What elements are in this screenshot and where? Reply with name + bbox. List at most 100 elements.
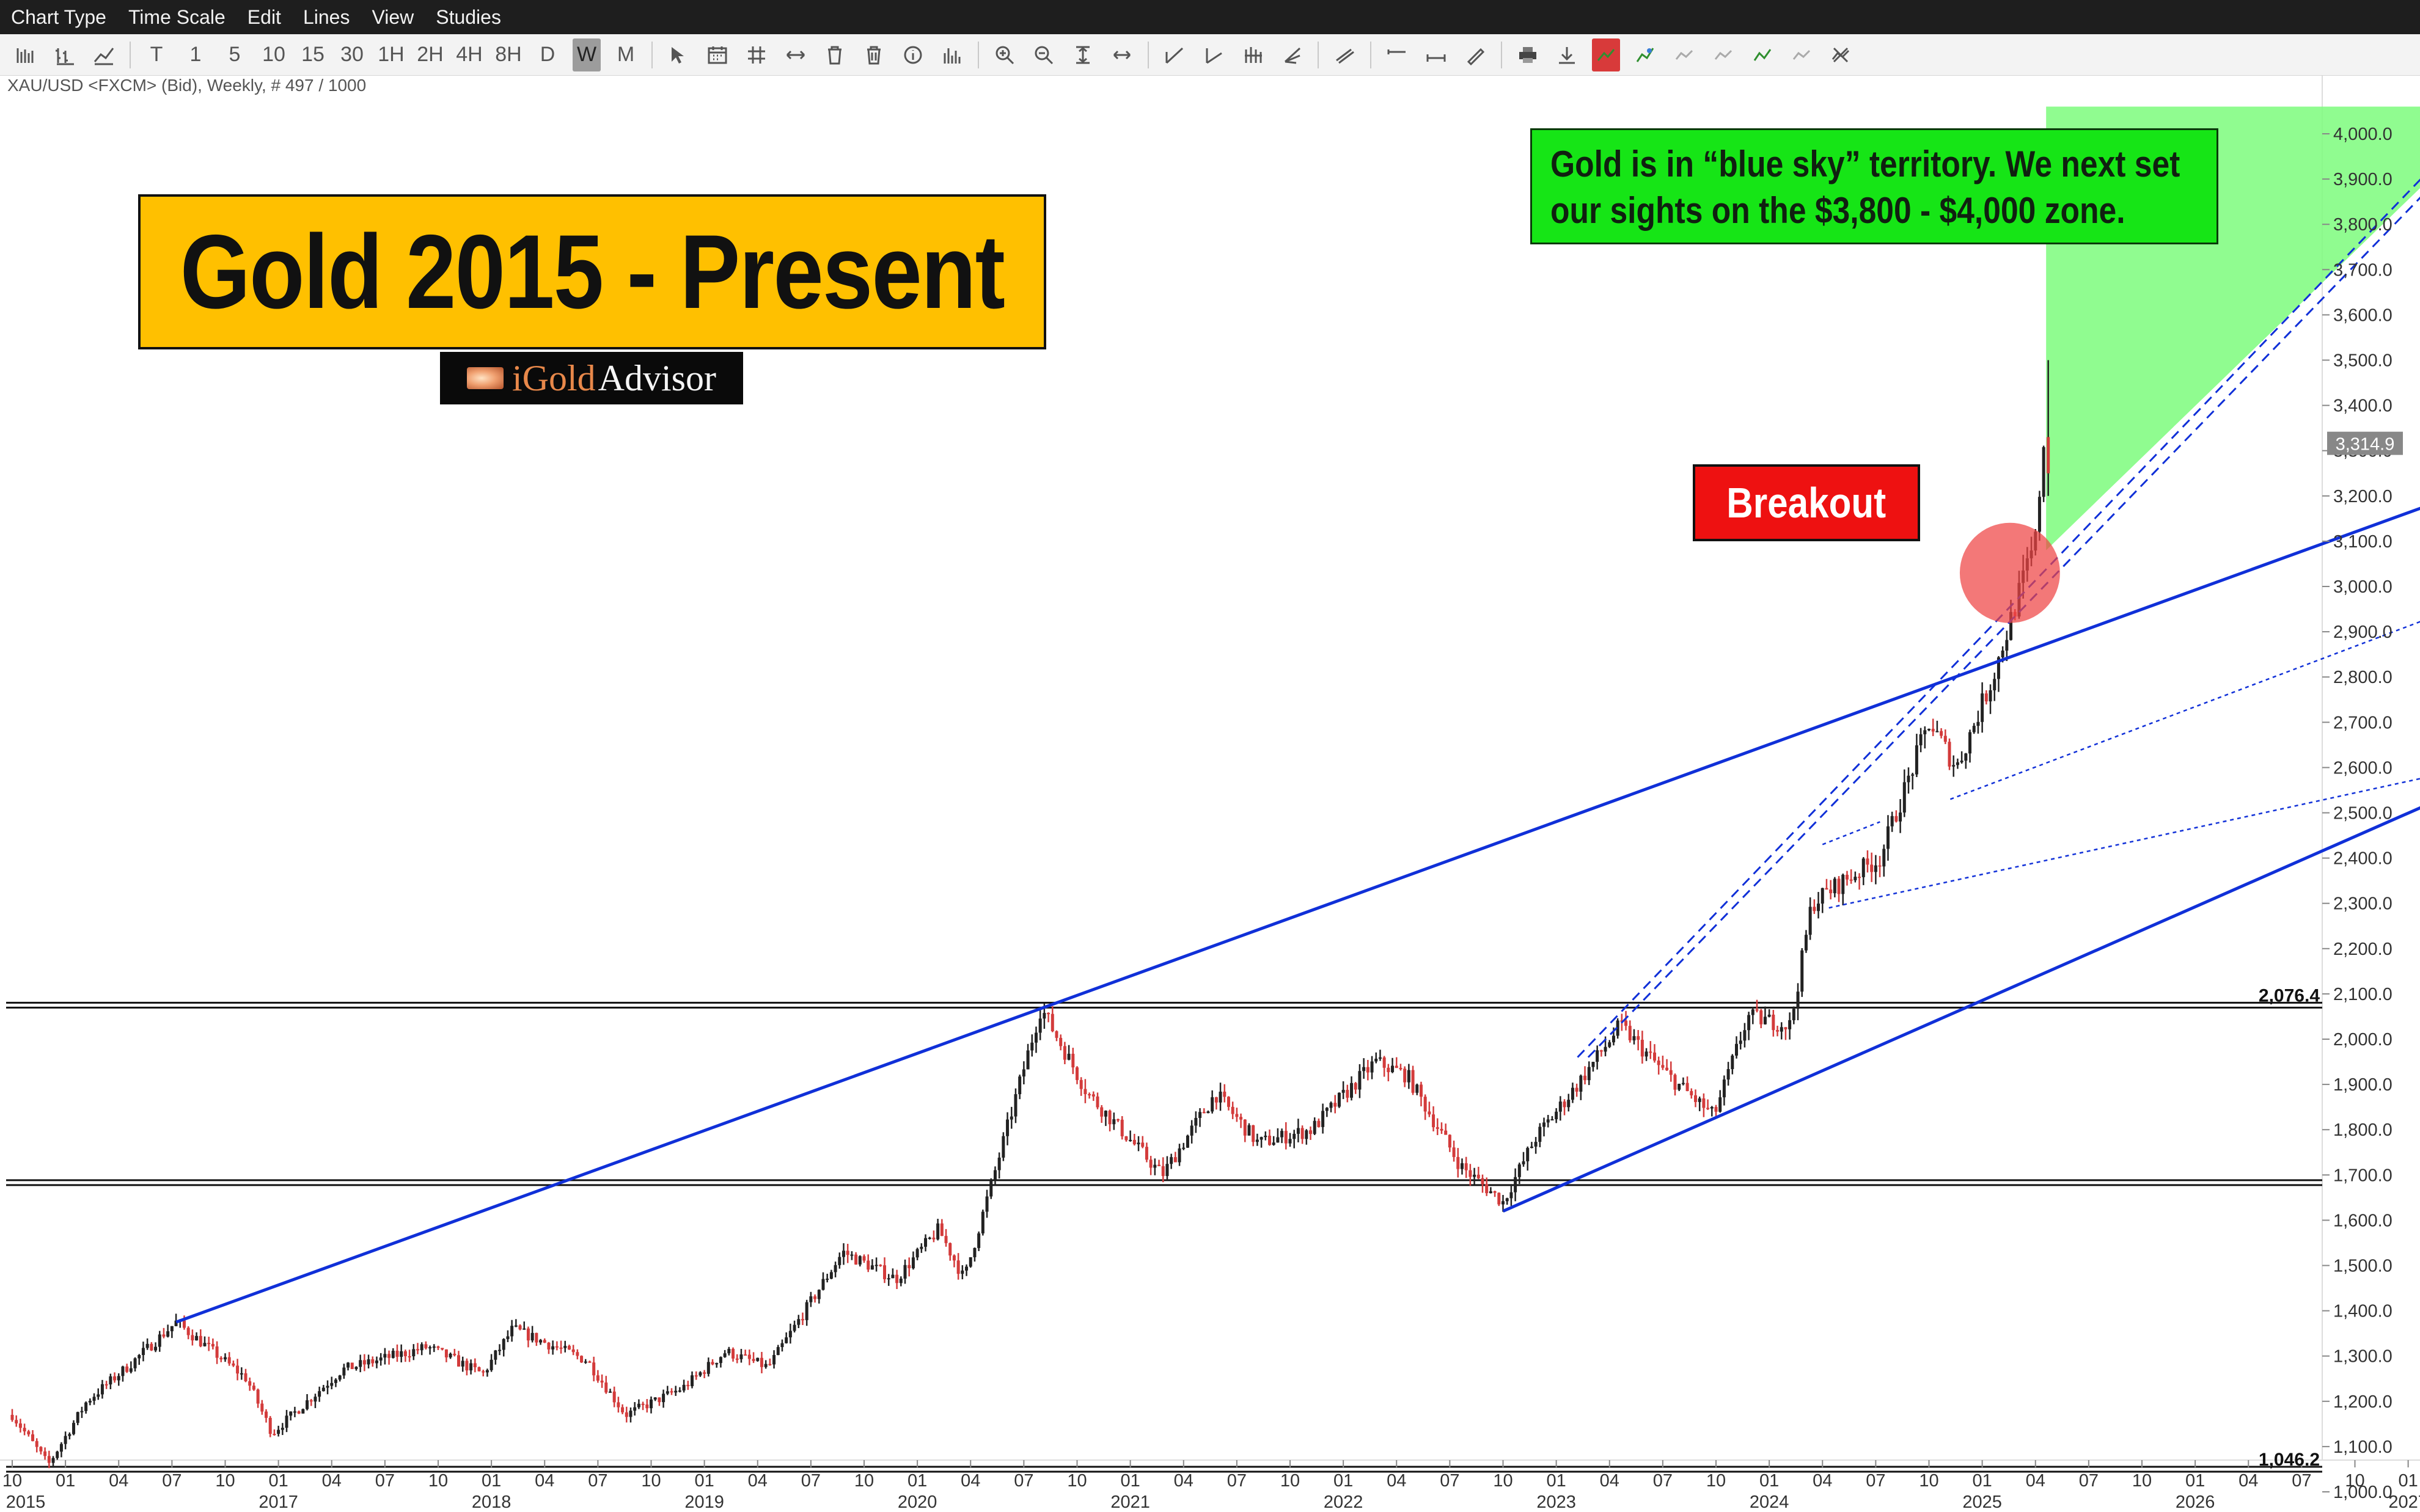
menu-time-scale[interactable]: Time Scale bbox=[128, 6, 226, 28]
x-tick-label: 01 bbox=[694, 1471, 714, 1491]
candle-body bbox=[846, 1251, 849, 1255]
x-tick-label: 01 bbox=[908, 1471, 927, 1491]
timeframe-1[interactable]: 1 bbox=[189, 43, 202, 66]
study-icon-3[interactable] bbox=[1709, 38, 1737, 71]
candle-body bbox=[2037, 497, 2041, 532]
candle-body bbox=[158, 1334, 161, 1347]
candle-body bbox=[76, 1412, 79, 1423]
candle-body bbox=[1669, 1070, 1673, 1075]
print-icon[interactable] bbox=[1514, 38, 1542, 71]
horizontal-line-tool-icon[interactable] bbox=[1383, 38, 1411, 71]
candle-body bbox=[1198, 1112, 1202, 1118]
download-icon[interactable] bbox=[1553, 38, 1581, 71]
line-chart-icon[interactable] bbox=[90, 38, 118, 71]
candle-body bbox=[1558, 1101, 1562, 1112]
timeframe-15[interactable]: 15 bbox=[301, 43, 324, 66]
scale-horizontal-icon[interactable] bbox=[782, 38, 810, 71]
candle-body bbox=[1341, 1090, 1345, 1093]
candle-body bbox=[1861, 858, 1865, 877]
timeframe-4h[interactable]: 4H bbox=[456, 43, 483, 66]
candle-body bbox=[1972, 726, 1976, 732]
x-tick-label: 01 bbox=[1759, 1471, 1779, 1491]
scroll-icon[interactable] bbox=[1108, 38, 1136, 71]
timeframe-daily[interactable]: D bbox=[540, 43, 556, 66]
study-icon-4[interactable] bbox=[1748, 38, 1777, 71]
zoom-out-icon[interactable] bbox=[1030, 38, 1058, 71]
candle-body bbox=[236, 1365, 240, 1374]
candle-body bbox=[105, 1384, 108, 1386]
calendar-icon[interactable] bbox=[703, 38, 732, 71]
study-icon-2[interactable] bbox=[1670, 38, 1698, 71]
candle-body bbox=[129, 1368, 133, 1372]
timeframe-10[interactable]: 10 bbox=[262, 43, 285, 66]
candle-body bbox=[338, 1375, 342, 1380]
x-tick-label: 01 bbox=[2185, 1471, 2205, 1491]
timeframe-weekly[interactable]: W bbox=[573, 38, 601, 71]
ray-tool-icon[interactable] bbox=[1200, 38, 1228, 71]
grid-icon[interactable] bbox=[743, 38, 771, 71]
menu-view[interactable]: View bbox=[372, 6, 414, 28]
candle-body bbox=[1743, 1030, 1747, 1041]
candle-body bbox=[1661, 1065, 1665, 1068]
alert-icon[interactable] bbox=[1592, 38, 1620, 71]
timeframe-30[interactable]: 30 bbox=[340, 43, 364, 66]
candle-body bbox=[1464, 1163, 1468, 1171]
candle-body bbox=[744, 1354, 747, 1356]
pencil-tool-icon[interactable] bbox=[1461, 38, 1489, 71]
volume-icon[interactable] bbox=[938, 38, 966, 71]
menu-studies[interactable]: Studies bbox=[436, 6, 501, 28]
timeframe-8h[interactable]: 8H bbox=[495, 43, 522, 66]
remove-studies-icon[interactable] bbox=[1827, 38, 1855, 71]
candle-body bbox=[1960, 761, 1964, 762]
candle-body bbox=[321, 1387, 325, 1392]
candle-body bbox=[1542, 1122, 1546, 1127]
candle-body bbox=[1678, 1084, 1681, 1090]
timeframe-monthly[interactable]: M bbox=[617, 43, 635, 66]
candle-body bbox=[1628, 1026, 1632, 1040]
menu-edit[interactable]: Edit bbox=[247, 6, 281, 28]
candle-body bbox=[68, 1434, 72, 1436]
candle-body bbox=[252, 1386, 255, 1390]
timeframe-tick[interactable]: T bbox=[150, 43, 163, 66]
trash-icon[interactable] bbox=[821, 38, 849, 71]
ruler-tool-icon[interactable] bbox=[1422, 38, 1450, 71]
info-icon[interactable] bbox=[899, 38, 927, 71]
trash-all-icon[interactable] bbox=[860, 38, 888, 71]
candle-body bbox=[1858, 877, 1861, 878]
candle-body bbox=[1362, 1067, 1366, 1072]
x-tick-label: 10 bbox=[215, 1471, 235, 1491]
candle-body bbox=[441, 1348, 444, 1349]
candle-body bbox=[993, 1170, 997, 1180]
fan-tool-icon[interactable] bbox=[1278, 38, 1306, 71]
study-icon-1[interactable] bbox=[1631, 38, 1659, 71]
candle-body bbox=[1247, 1125, 1251, 1136]
pitchfork-tool-icon[interactable] bbox=[1239, 38, 1267, 71]
menu-lines[interactable]: Lines bbox=[302, 6, 350, 28]
bar-chart-icon[interactable] bbox=[12, 38, 40, 71]
candle-body bbox=[1059, 1037, 1063, 1046]
zoom-in-icon[interactable] bbox=[991, 38, 1019, 71]
candle-body bbox=[1366, 1067, 1370, 1073]
candle-body bbox=[10, 1415, 14, 1420]
y-tick-label: 3,500.0 bbox=[2333, 351, 2392, 371]
candle-body bbox=[47, 1456, 51, 1463]
candle-body bbox=[1006, 1119, 1010, 1136]
fit-vertical-icon[interactable] bbox=[1069, 38, 1097, 71]
menu-chart-type[interactable]: Chart Type bbox=[11, 6, 106, 28]
study-icon-5[interactable] bbox=[1788, 38, 1816, 71]
candle-body bbox=[162, 1334, 166, 1337]
timeframe-1h[interactable]: 1H bbox=[378, 43, 405, 66]
candle-body bbox=[961, 1270, 964, 1274]
candle-body bbox=[826, 1279, 829, 1280]
level-label: 2,076.4 bbox=[2259, 985, 2320, 1006]
ohlc-chart-icon[interactable] bbox=[51, 38, 79, 71]
channel-tool-icon[interactable] bbox=[1330, 38, 1358, 71]
trendline-tool-icon[interactable] bbox=[1160, 38, 1189, 71]
timeframe-2h[interactable]: 2H bbox=[417, 43, 444, 66]
candle-body bbox=[59, 1444, 63, 1452]
y-tick-label: 1,800.0 bbox=[2333, 1120, 2392, 1140]
cursor-icon[interactable] bbox=[664, 38, 692, 71]
timeframe-5[interactable]: 5 bbox=[229, 43, 241, 66]
candle-body bbox=[1652, 1052, 1656, 1061]
candle-body bbox=[908, 1265, 911, 1268]
